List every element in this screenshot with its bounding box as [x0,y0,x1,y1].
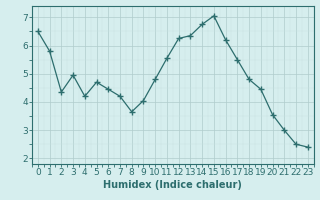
X-axis label: Humidex (Indice chaleur): Humidex (Indice chaleur) [103,180,242,190]
